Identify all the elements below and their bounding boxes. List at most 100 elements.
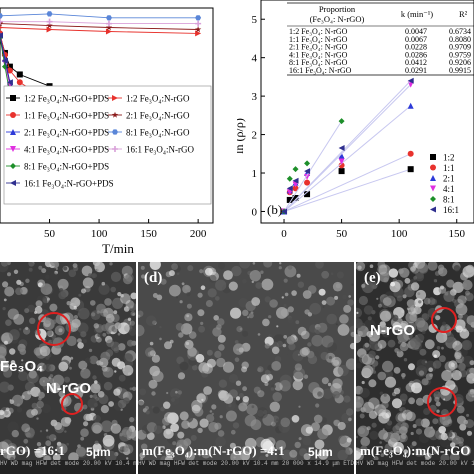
sem-grain bbox=[88, 273, 92, 277]
sem-grain bbox=[146, 432, 155, 440]
sem-grain bbox=[21, 423, 31, 433]
sem-grain bbox=[317, 391, 323, 398]
sem-grain bbox=[381, 401, 389, 409]
sem-grain bbox=[466, 430, 473, 436]
sem-grain bbox=[368, 379, 377, 388]
sem-grain bbox=[177, 439, 180, 443]
sem-grain bbox=[162, 417, 171, 426]
sem-grain bbox=[311, 334, 323, 347]
sem-grain bbox=[222, 361, 235, 373]
sem-grain bbox=[72, 263, 78, 268]
sem-grain bbox=[283, 278, 288, 283]
sem-grain bbox=[173, 264, 181, 273]
sem-grain bbox=[326, 313, 338, 325]
sem-grain bbox=[250, 419, 262, 431]
sem-grain bbox=[138, 314, 141, 318]
sem-grain bbox=[172, 441, 177, 446]
sem-grain bbox=[45, 440, 52, 447]
sem-grain bbox=[199, 418, 209, 428]
sem-grain bbox=[51, 340, 54, 343]
sem-grain bbox=[3, 298, 7, 302]
sem-grain bbox=[291, 415, 300, 423]
sem-grain bbox=[28, 262, 35, 267]
sem-grain bbox=[78, 307, 90, 320]
sem-grain bbox=[459, 362, 466, 370]
sem-grain bbox=[120, 408, 123, 411]
y-tick-label-b-0: 0 bbox=[252, 206, 258, 218]
sem-grain bbox=[47, 297, 50, 301]
sem-grain bbox=[460, 445, 472, 456]
series-line-a-6 bbox=[0, 27, 199, 34]
legend-marker-a-6 bbox=[112, 95, 118, 101]
legend-marker-a-9 bbox=[112, 146, 118, 152]
sem-grain bbox=[444, 361, 456, 372]
sem-grain bbox=[90, 273, 96, 279]
sem-grain bbox=[348, 295, 351, 298]
sem-grain bbox=[25, 278, 30, 283]
sem-grain bbox=[322, 306, 325, 308]
sem-grain bbox=[215, 436, 226, 448]
sem-grain bbox=[402, 409, 413, 421]
sem-grain bbox=[378, 303, 382, 308]
sem-grain bbox=[169, 339, 174, 344]
data-point-a-7-3 bbox=[195, 26, 202, 33]
sem-grain bbox=[392, 425, 401, 434]
sem-grain bbox=[384, 443, 393, 452]
sem-grain bbox=[76, 446, 86, 457]
sem-grain bbox=[89, 449, 92, 452]
sem-grain bbox=[163, 401, 171, 409]
sem-grain bbox=[343, 395, 351, 403]
sem-grain bbox=[71, 387, 78, 394]
sem-d-scale-bar: 5μm bbox=[308, 445, 333, 459]
sem-grain bbox=[458, 363, 466, 371]
sem-grain bbox=[335, 283, 341, 289]
sem-grain bbox=[77, 313, 80, 316]
sem-grain bbox=[69, 366, 72, 370]
data-point-b-4-4 bbox=[338, 118, 345, 125]
sem-grain bbox=[395, 412, 407, 424]
sem-grain bbox=[364, 342, 370, 348]
sem-grain bbox=[171, 263, 178, 270]
sem-grain bbox=[304, 309, 310, 315]
sem-grain bbox=[9, 348, 16, 355]
sem-grain bbox=[83, 413, 91, 421]
sem-grain bbox=[361, 380, 365, 385]
sem-grain bbox=[393, 367, 401, 374]
sem-grain bbox=[385, 412, 392, 418]
sem-grain bbox=[377, 371, 387, 381]
data-point-b-5-4 bbox=[338, 145, 345, 152]
sem-grain bbox=[326, 296, 336, 306]
sem-grain bbox=[184, 313, 193, 322]
sem-grain bbox=[181, 282, 185, 286]
sem-grain bbox=[138, 334, 140, 337]
sem-grain bbox=[356, 435, 358, 439]
sem-grain bbox=[145, 410, 150, 415]
sem-grain bbox=[42, 363, 51, 372]
sem-grain bbox=[398, 407, 403, 412]
sem-grain bbox=[92, 394, 98, 399]
legend-marker-a-0 bbox=[10, 95, 16, 101]
sem-grain bbox=[80, 307, 83, 310]
data-point-a-7-2 bbox=[105, 24, 113, 31]
sem-grain bbox=[442, 321, 447, 326]
sem-grain bbox=[377, 339, 387, 349]
sem-grain bbox=[191, 399, 203, 412]
sem-grain bbox=[94, 380, 98, 384]
sem-grain bbox=[11, 394, 24, 407]
sem-grain bbox=[271, 361, 282, 371]
legend-label-a-2: 2:1 Fe₃O₄:N-rGO+PDS bbox=[24, 128, 109, 138]
sem-grain bbox=[299, 347, 309, 357]
sem-grain bbox=[415, 317, 426, 328]
sem-grain bbox=[382, 297, 392, 306]
sem-grain bbox=[19, 328, 22, 331]
sem-grain bbox=[1, 262, 9, 267]
sem-grain bbox=[234, 357, 240, 362]
sem-grain bbox=[317, 391, 322, 397]
data-point-a-6-1 bbox=[46, 26, 53, 33]
sem-grain bbox=[449, 367, 456, 374]
sem-grain bbox=[443, 398, 446, 401]
sem-grain bbox=[410, 282, 420, 291]
sem-grain bbox=[283, 335, 288, 339]
sem-grain bbox=[465, 419, 474, 429]
sem-grain bbox=[229, 379, 232, 383]
